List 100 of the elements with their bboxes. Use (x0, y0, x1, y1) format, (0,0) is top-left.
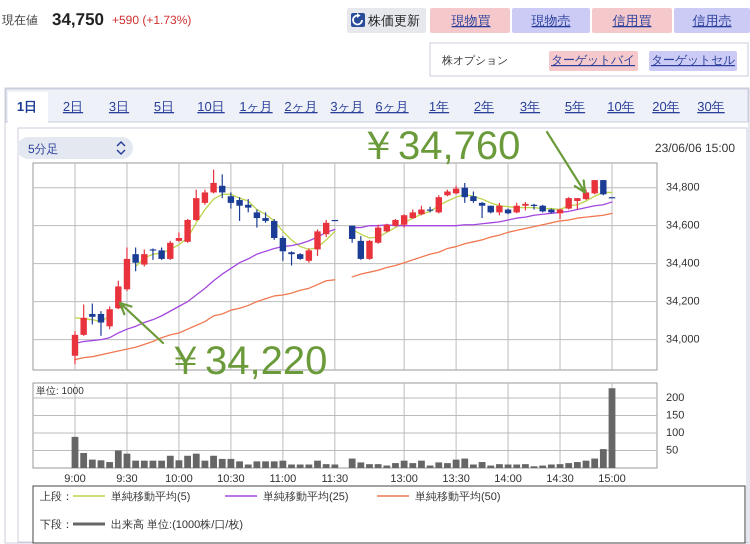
annotation: ￥34,220 (165, 339, 328, 383)
bar (270, 461, 278, 468)
text: 5年 (564, 99, 586, 114)
candlestick (193, 188, 200, 222)
text: 5日 (154, 99, 174, 114)
candlestick (556, 208, 564, 220)
bar (166, 456, 174, 468)
text: 3ヶ月 (330, 99, 364, 114)
text: 現在値 (2, 13, 38, 27)
text: 株オプション (441, 54, 508, 67)
x-tick-label: 9:00 (64, 473, 86, 485)
candlestick (470, 190, 477, 204)
x-tick-label: 9:30 (116, 473, 138, 485)
candlestick (418, 205, 425, 216)
bar (218, 458, 226, 468)
candlestick (314, 228, 321, 257)
candlestick (574, 198, 581, 210)
candlestick (280, 236, 286, 262)
candlestick (210, 169, 217, 194)
candlestick (496, 202, 503, 216)
text: 5分足 (28, 142, 59, 156)
text: 現物売 (532, 13, 570, 28)
x-tick-label: 11:30 (321, 473, 348, 485)
y-tick-label: 34,000 (666, 334, 700, 346)
y-tick-label: 34,400 (666, 258, 700, 270)
candlestick (132, 246, 139, 272)
y-tick-label: 34,600 (666, 220, 700, 232)
candlestick (358, 236, 364, 260)
candlestick (436, 194, 442, 214)
candlestick (80, 304, 87, 336)
bar (72, 436, 78, 468)
text: 3年 (520, 99, 540, 114)
text: +590 (+1.73%) (112, 13, 192, 27)
legend-label: 単純移動平均(25) (263, 491, 349, 503)
legend-label: 単純移動平均(5) (111, 491, 190, 503)
bar (461, 458, 468, 468)
candlestick (176, 232, 182, 242)
y-tick-label: 100 (666, 426, 684, 439)
candlestick (236, 196, 243, 222)
candlestick (141, 248, 148, 268)
candlestick (262, 212, 269, 224)
text: 23/06/06 15:00 (654, 141, 736, 155)
candlestick (158, 246, 165, 260)
candlestick (202, 188, 208, 206)
y-tick-label: 150 (666, 409, 684, 422)
x-tick-label: 10:30 (217, 473, 245, 485)
text: 信用売 (692, 13, 732, 28)
bar (296, 464, 304, 468)
bar (80, 452, 88, 468)
candlestick (184, 218, 191, 244)
text: 10年 (607, 99, 635, 114)
bar (608, 388, 616, 468)
candlestick (565, 196, 572, 210)
legend-label: 単純移動平均(50) (415, 491, 501, 503)
text: 1年 (428, 99, 450, 114)
candlestick (89, 302, 96, 326)
text: 3日 (108, 99, 130, 114)
y-tick-label: 50 (666, 444, 678, 456)
bar (591, 458, 598, 468)
bar (357, 462, 364, 468)
text: 1ヶ月 (239, 99, 273, 114)
candlestick (228, 192, 234, 210)
candlestick (98, 310, 104, 336)
candlestick (462, 182, 468, 204)
text: 6ヶ月 (375, 99, 409, 114)
candlestick (219, 174, 226, 199)
bar (348, 458, 356, 468)
candlestick (254, 208, 260, 228)
candlestick (306, 248, 312, 264)
bar (600, 449, 607, 468)
text: ターゲットバイ (551, 53, 635, 67)
annotation: 単位: 1000 (36, 385, 84, 397)
legend-title: 上段： (40, 490, 73, 503)
text: ターゲットセル (651, 53, 735, 67)
x-tick-label: 15:00 (598, 473, 626, 485)
annotation: ￥34,760 (358, 124, 520, 168)
bar (140, 460, 148, 468)
candlestick (167, 240, 174, 260)
x-tick-label: 13:30 (442, 473, 470, 485)
candlestick (106, 306, 113, 330)
text: 34,750 (52, 10, 104, 29)
candlestick (600, 179, 607, 196)
text: 30年 (697, 99, 725, 114)
x-tick-label: 14:30 (546, 473, 574, 485)
bar (565, 463, 572, 468)
candlestick (72, 330, 78, 365)
candlestick (322, 219, 330, 238)
text: 信用買 (612, 13, 652, 28)
bar (244, 464, 252, 468)
legend-title: 下段： (40, 519, 73, 531)
text: 10日 (197, 99, 225, 114)
candlestick (366, 239, 373, 260)
bar (409, 463, 416, 468)
x-tick-label: 13:00 (390, 473, 418, 485)
legend-label: 出来高 単位:(1000株/口/枚) (111, 518, 244, 531)
candlestick (591, 179, 598, 195)
text: 現物買 (452, 13, 490, 28)
bar (114, 450, 122, 468)
candlestick (410, 208, 416, 220)
text: 2日 (62, 99, 84, 114)
